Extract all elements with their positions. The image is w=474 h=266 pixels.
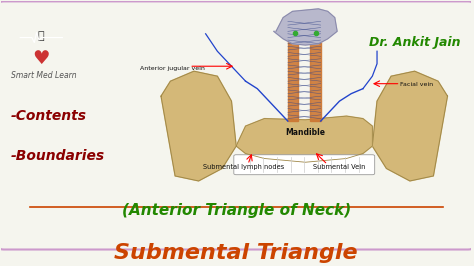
Text: Submental Triangle: Submental Triangle — [114, 243, 358, 263]
Text: 𝒮: 𝒮 — [38, 31, 45, 41]
FancyBboxPatch shape — [234, 155, 374, 175]
Text: -Boundaries: -Boundaries — [11, 148, 105, 163]
Text: Submental Vein: Submental Vein — [313, 164, 365, 170]
Polygon shape — [273, 9, 337, 45]
Text: Anterior jugular vein: Anterior jugular vein — [140, 66, 205, 71]
Polygon shape — [236, 116, 373, 162]
Text: Smart Med Learn: Smart Med Learn — [11, 71, 76, 80]
Polygon shape — [373, 71, 447, 181]
Text: Facial vein: Facial vein — [401, 82, 434, 88]
Text: ♥: ♥ — [33, 49, 50, 68]
Polygon shape — [310, 19, 321, 121]
Polygon shape — [288, 19, 298, 121]
FancyBboxPatch shape — [0, 1, 473, 250]
Text: -Contents: -Contents — [11, 109, 87, 123]
Text: Submental lymph nodes: Submental lymph nodes — [202, 164, 284, 170]
Text: (Anterior Triangle of Neck): (Anterior Triangle of Neck) — [121, 203, 351, 218]
Text: Dr. Ankit Jain: Dr. Ankit Jain — [369, 36, 460, 49]
Polygon shape — [161, 71, 236, 181]
Text: Mandible: Mandible — [286, 128, 326, 137]
